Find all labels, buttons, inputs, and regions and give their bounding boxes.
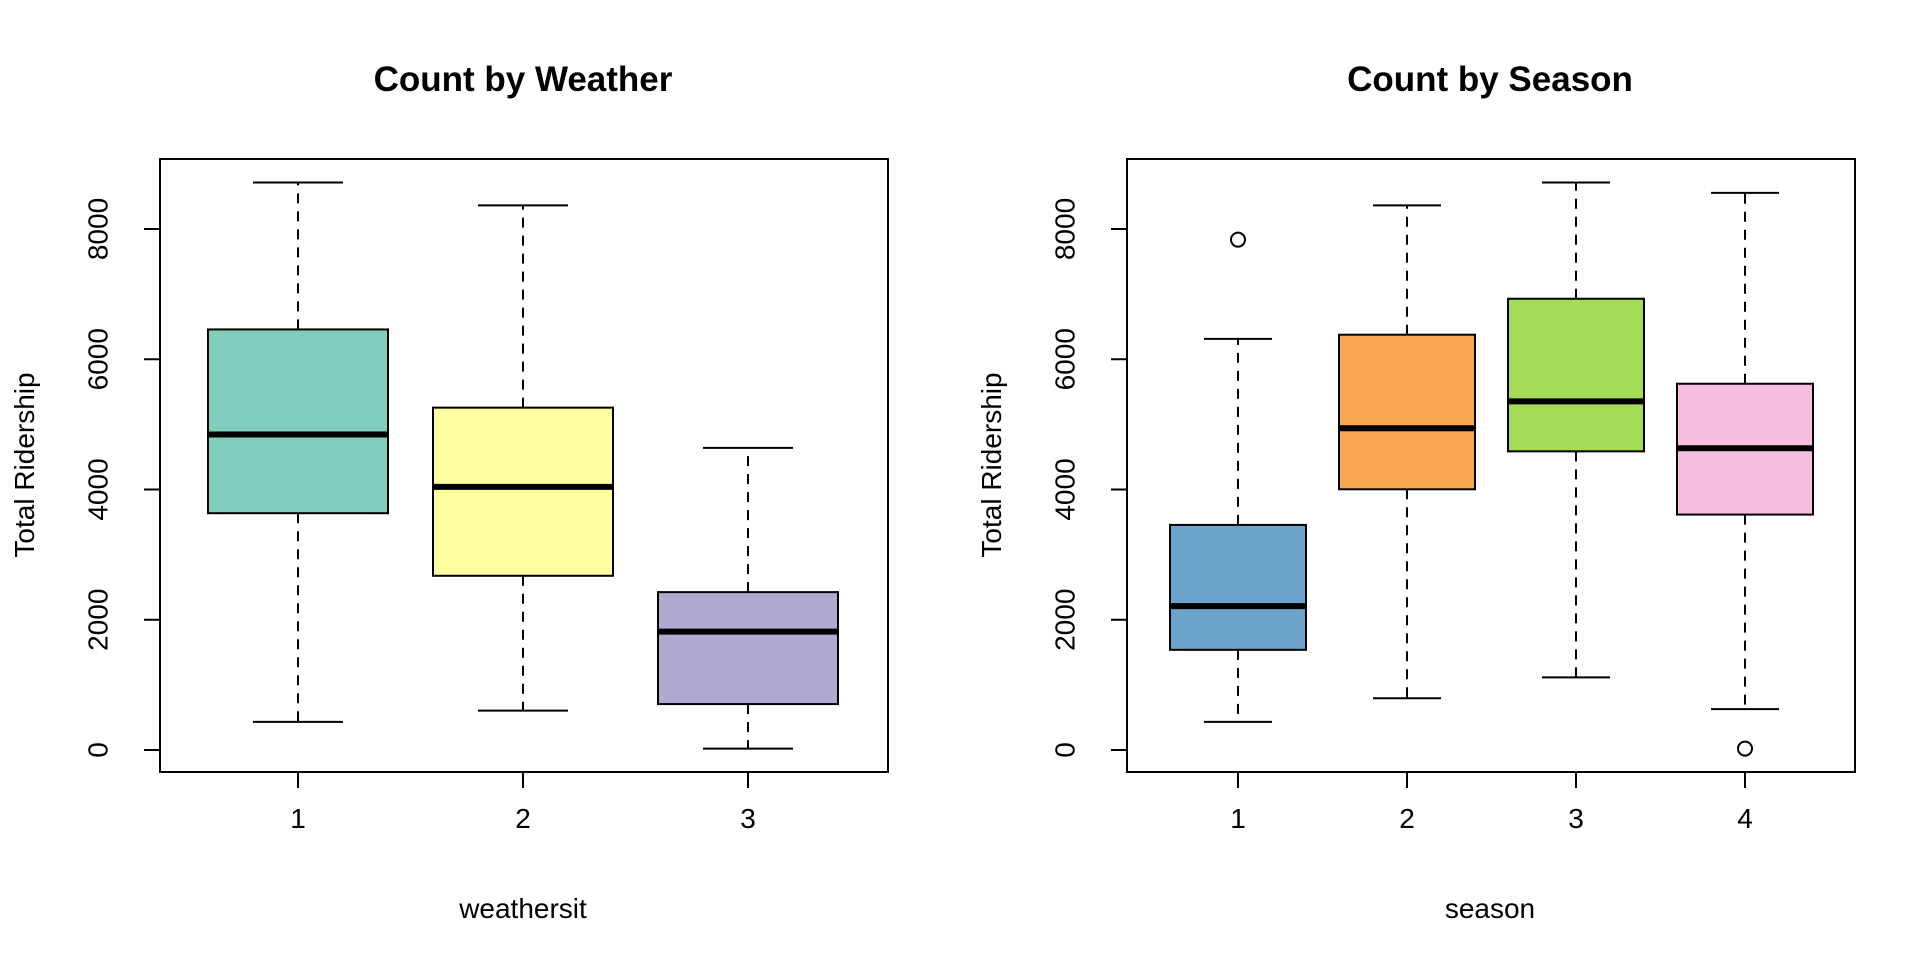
y-tick-label: 8000 (1049, 198, 1080, 260)
iqr-box (657, 591, 839, 706)
x-tick-label: 1 (1230, 803, 1246, 834)
chart-title: Count by Weather (374, 60, 673, 99)
box-2 (432, 204, 614, 712)
y-tick-label: 2000 (1049, 589, 1080, 651)
iqr-box (1507, 297, 1645, 453)
y-axis-label: Total Ridership (9, 372, 40, 557)
axes: 0 2000 4000 6000 8000 1 2 3 (82, 198, 755, 834)
y-tick-label: 6000 (82, 328, 113, 390)
y-tick-label: 4000 (82, 458, 113, 520)
axes: 0 2000 4000 6000 8000 1 2 3 4 (1049, 198, 1752, 834)
box-3 (657, 446, 839, 750)
y-tick-label: 0 (82, 742, 113, 758)
box-marks (1169, 181, 1814, 757)
box-1 (207, 181, 389, 723)
panel-season: Count by Season season Total Ridership 0… (976, 60, 1856, 924)
y-tick-label: 8000 (82, 198, 113, 260)
chart-title: Count by Season (1347, 60, 1633, 99)
y-axis-label: Total Ridership (976, 372, 1007, 557)
iqr-box (1169, 523, 1307, 651)
x-tick-label: 1 (290, 803, 306, 834)
box-1 (1169, 231, 1307, 723)
outlier-point (1230, 231, 1246, 248)
y-tick-label: 4000 (1049, 458, 1080, 520)
box-3 (1507, 181, 1645, 679)
y-tick-label: 6000 (1049, 328, 1080, 390)
x-tick-label: 2 (1399, 803, 1415, 834)
x-tick-label: 2 (515, 803, 531, 834)
outlier-point (1737, 740, 1753, 757)
y-tick-label: 2000 (82, 589, 113, 651)
x-tick-label: 3 (1568, 803, 1584, 834)
iqr-box (432, 406, 614, 577)
box-4 (1676, 191, 1814, 757)
x-axis-label: weathersit (458, 893, 587, 924)
iqr-box (207, 328, 389, 515)
box-marks (207, 181, 839, 750)
panel-weather: Count by Weather weathersit Total Riders… (9, 60, 889, 924)
box-2 (1338, 204, 1476, 700)
x-tick-label: 3 (740, 803, 756, 834)
iqr-box (1338, 333, 1476, 491)
y-tick-label: 0 (1049, 742, 1080, 758)
x-axis-label: season (1445, 893, 1535, 924)
x-tick-label: 4 (1737, 803, 1753, 834)
